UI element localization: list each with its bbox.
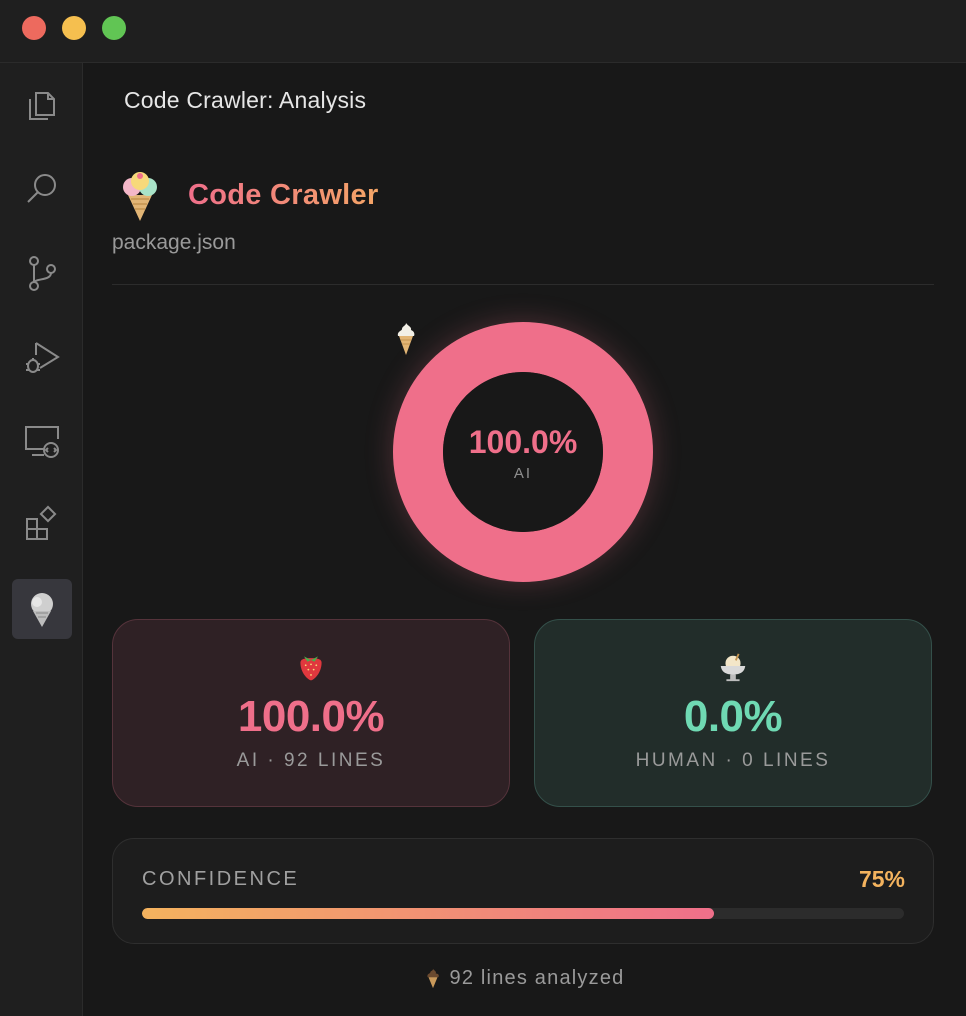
human-percentage: 0.0% bbox=[683, 692, 783, 741]
ice-cream-cone-icon bbox=[112, 167, 168, 223]
remote-explorer-button[interactable] bbox=[12, 411, 72, 471]
app-name: Code Crawler bbox=[188, 178, 379, 211]
confidence-bar-fill bbox=[142, 908, 714, 919]
lines-analyzed-text: 92 lines analyzed bbox=[449, 967, 625, 989]
run-debug-icon bbox=[26, 342, 60, 373]
strawberry-icon bbox=[294, 650, 328, 684]
panel-title: Code Crawler: Analysis bbox=[124, 87, 367, 113]
extensions-icon bbox=[26, 505, 57, 540]
donut-hole bbox=[443, 372, 603, 532]
app-header: Code Crawler bbox=[112, 167, 379, 223]
explorer-button[interactable] bbox=[12, 75, 72, 135]
close-window-button[interactable] bbox=[22, 16, 46, 40]
footer-summary: 92 lines analyzed bbox=[112, 967, 934, 990]
analysis-panel: Code Crawler: Analysis Code Crawler pack… bbox=[83, 63, 966, 1016]
ice-cream-icon bbox=[31, 593, 53, 627]
ai-stat-card: 100.0% AI · 92 LINES bbox=[112, 619, 510, 807]
confidence-bar bbox=[142, 908, 904, 919]
search-icon bbox=[27, 174, 56, 203]
confidence-card: CONFIDENCE 75% bbox=[112, 838, 934, 944]
search-button[interactable] bbox=[12, 159, 72, 219]
run-debug-button[interactable] bbox=[12, 327, 72, 387]
zoom-window-button[interactable] bbox=[102, 16, 126, 40]
confidence-value: 75% bbox=[858, 866, 905, 892]
donut-label: AI bbox=[513, 465, 533, 482]
soft-serve-icon bbox=[397, 323, 415, 355]
donut-ai-percentage: 100.0% bbox=[468, 424, 578, 460]
ai-lines-label: AI · 92 LINES bbox=[236, 750, 386, 771]
divider bbox=[112, 284, 934, 285]
ai-percentage: 100.0% bbox=[237, 692, 385, 741]
human-lines-label: HUMAN · 0 LINES bbox=[635, 750, 831, 771]
minimize-window-button[interactable] bbox=[62, 16, 86, 40]
extensions-button[interactable] bbox=[12, 495, 72, 555]
files-icon bbox=[29, 92, 55, 120]
chocolate-cone-icon bbox=[422, 968, 444, 990]
source-control-icon bbox=[29, 256, 56, 291]
source-control-button[interactable] bbox=[12, 243, 72, 303]
donut-center: 100.0% AI bbox=[393, 322, 653, 582]
ai-donut-chart: 100.0% AI bbox=[393, 322, 653, 582]
remote-explorer-icon bbox=[25, 426, 59, 458]
donut-ai-arc bbox=[393, 322, 653, 582]
file-name: package.json bbox=[112, 231, 236, 254]
title-bar bbox=[0, 0, 966, 63]
activity-bar bbox=[0, 63, 83, 1016]
code-crawler-button[interactable] bbox=[12, 579, 72, 639]
human-stat-card: 0.0% HUMAN · 0 LINES bbox=[534, 619, 932, 807]
ice-cream-bowl-icon bbox=[716, 650, 750, 684]
confidence-label: CONFIDENCE bbox=[142, 868, 300, 890]
